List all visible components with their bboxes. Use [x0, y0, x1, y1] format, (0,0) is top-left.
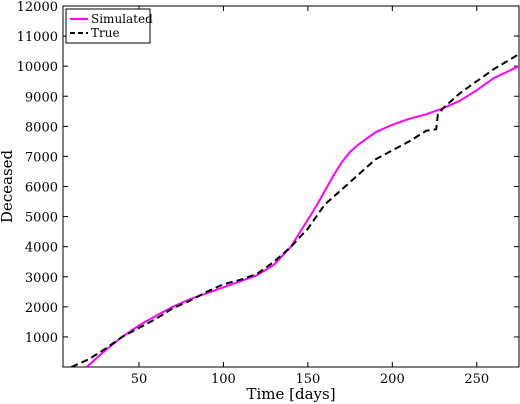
plot-frame — [62, 5, 520, 368]
legend: Simulated True — [65, 8, 153, 44]
y-tick-label: 6000 — [25, 181, 58, 196]
y-tick-label: 9000 — [25, 90, 58, 105]
y-tick-label: 10000 — [17, 60, 58, 75]
y-tick-label: 11000 — [17, 30, 58, 45]
y-tick-label: 5000 — [25, 211, 58, 226]
y-tick-label: 2000 — [25, 301, 58, 316]
y-tick-label: 4000 — [25, 241, 58, 256]
legend-box — [65, 8, 151, 44]
y-tick-label: 8000 — [25, 120, 58, 135]
y-axis-label: Deceased — [0, 149, 16, 223]
x-tick-label: 150 — [295, 372, 320, 387]
y-tick-label: 3000 — [25, 271, 58, 286]
x-tick-label: 200 — [380, 372, 405, 387]
x-tick-label: 50 — [131, 372, 148, 387]
x-axis-label: Time [days] — [246, 385, 335, 403]
legend-label-simulated: Simulated — [91, 12, 153, 26]
series-line-true — [70, 53, 519, 367]
y-tick-label: 12000 — [17, 0, 58, 15]
legend-label-true: True — [91, 26, 120, 40]
x-tick-label: 100 — [211, 372, 236, 387]
y-axis: 1000 2000 3000 4000 5000 6000 7000 8000 9000 1000… — [17, 0, 519, 346]
series-group — [70, 53, 519, 367]
y-tick-label: 1000 — [25, 331, 58, 346]
x-axis: 50 100 150 200 250 — [131, 6, 489, 387]
y-tick-label: 7000 — [25, 150, 58, 165]
series-line-simulated — [85, 65, 519, 367]
plot-border — [62, 5, 520, 368]
x-tick-label: 250 — [464, 372, 489, 387]
